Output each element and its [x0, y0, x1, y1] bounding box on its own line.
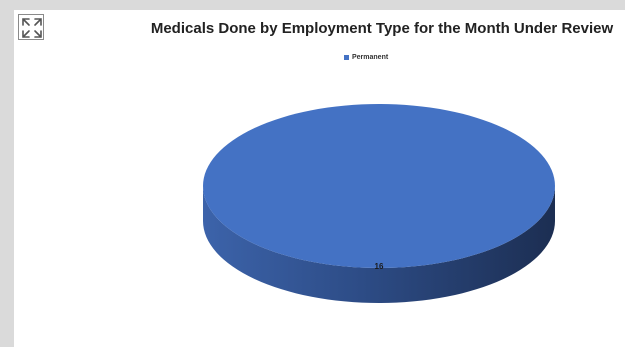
expand-button[interactable] — [18, 14, 44, 40]
legend: Permanent — [344, 54, 388, 61]
data-label: 16 — [375, 262, 384, 271]
pie-slice-side — [203, 186, 555, 303]
fullscreen-expand-icon — [22, 18, 42, 38]
legend-swatch — [344, 55, 349, 60]
chart-title: Medicals Done by Employment Type for the… — [150, 20, 614, 37]
chart-panel: Medicals Done by Employment Type for the… — [14, 10, 625, 347]
pie-chart: 16 — [203, 104, 555, 303]
pie-slice — [203, 104, 555, 268]
legend-label: Permanent — [352, 54, 389, 61]
